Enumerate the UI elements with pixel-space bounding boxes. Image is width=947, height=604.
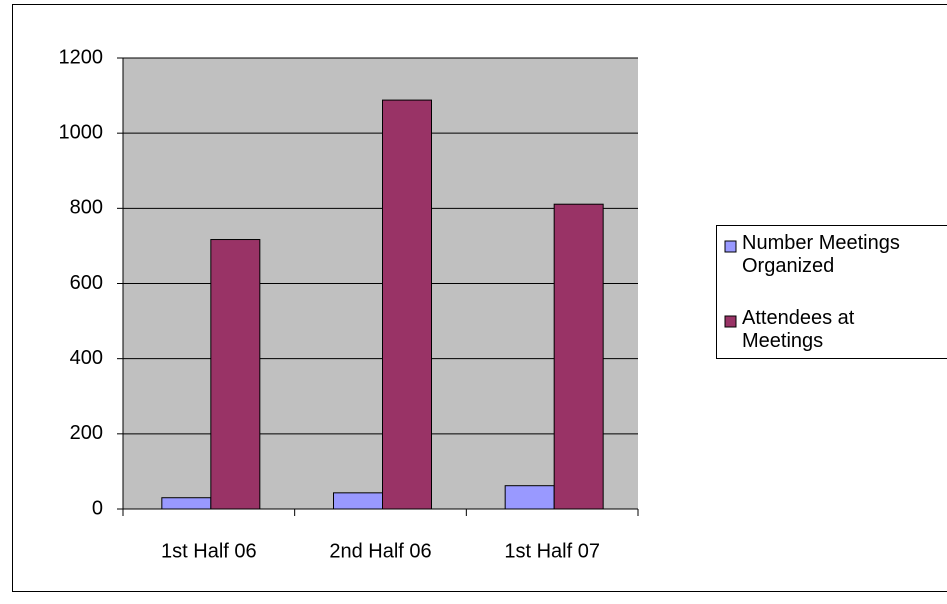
x-tick-label: 2nd Half 06 xyxy=(329,540,431,562)
legend-entry: Attendees at Meetings xyxy=(742,307,942,367)
bar xyxy=(211,240,260,509)
y-tick-label: 1200 xyxy=(59,46,104,68)
y-tick-label: 800 xyxy=(70,197,103,219)
legend-entry: Number Meetings Organized xyxy=(742,232,942,292)
bar xyxy=(334,493,383,509)
y-tick-label: 600 xyxy=(70,272,103,294)
bar xyxy=(162,498,211,509)
bar xyxy=(383,100,432,509)
y-tick-label: 1000 xyxy=(59,121,104,143)
legend-label: Number Meetings Organized xyxy=(742,232,932,278)
x-tick-label: 1st Half 06 xyxy=(161,540,257,562)
x-tick-label: 1st Half 07 xyxy=(504,540,600,562)
legend-swatch xyxy=(725,241,736,252)
y-tick-label: 200 xyxy=(70,422,103,444)
legend-label: Attendees at Meetings xyxy=(742,307,932,353)
legend-swatch xyxy=(725,316,736,327)
bar xyxy=(505,486,554,509)
bar xyxy=(554,204,603,509)
y-tick-label: 400 xyxy=(70,347,103,369)
y-tick-label: 0 xyxy=(92,497,103,519)
